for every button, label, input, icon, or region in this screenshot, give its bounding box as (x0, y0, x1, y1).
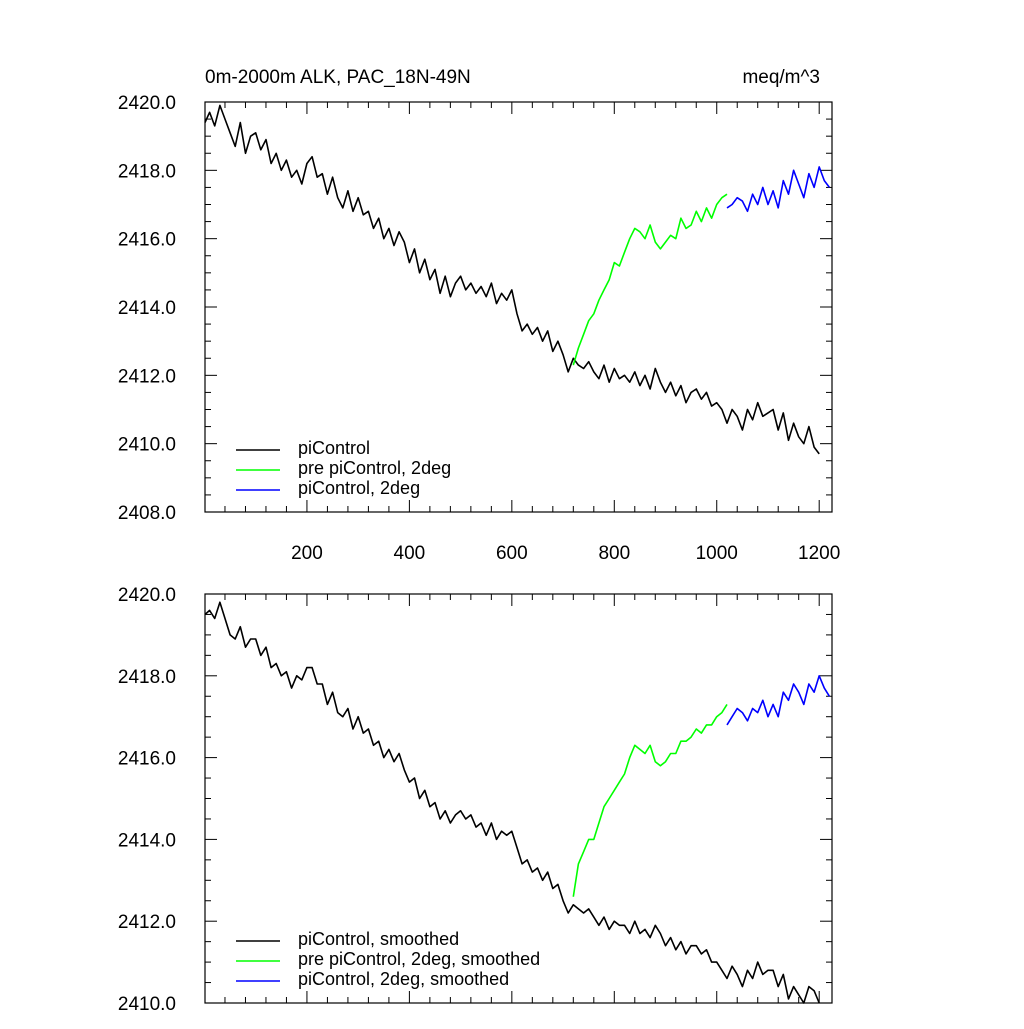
series-line-3 (726, 166, 831, 213)
legend-label: pre piControl, 2deg, smoothed (298, 949, 540, 969)
y-tick-label: 2412.0 (118, 366, 176, 387)
y-tick-label: 2416.0 (118, 749, 176, 770)
chart-panel-1: 0m-2000m ALK, PAC_18N-49N meq/m^3 2408.0 24… (118, 67, 840, 564)
y-tick-label: 2420.0 (118, 585, 176, 606)
x-tick-label: 600 (496, 543, 528, 564)
legend-label: piControl, smoothed (298, 929, 459, 949)
series-line-1 (204, 104, 820, 455)
series-line-3 (726, 674, 831, 726)
series-line-2 (572, 703, 728, 897)
y-tick-label: 2418.0 (118, 667, 176, 688)
x-tick-label: 200 (291, 543, 323, 564)
y-tick-label: 2410.0 (118, 994, 176, 1015)
series-line-2 (572, 193, 728, 366)
y-tick-label: 2420.0 (118, 93, 176, 114)
series-line-1 (204, 601, 820, 1004)
legend-label: piControl (298, 438, 370, 458)
y-tick-label: 2408.0 (118, 503, 176, 524)
y-tick-label: 2416.0 (118, 230, 176, 251)
x-tick-label: 800 (598, 543, 630, 564)
x-tick-label: 400 (394, 543, 426, 564)
y-tick-label: 2414.0 (118, 298, 176, 319)
y-tick-label: 2414.0 (118, 830, 176, 851)
legend-label: pre piControl, 2deg (298, 458, 451, 478)
units-label: meq/m^3 (742, 67, 820, 88)
x-tick-label: 1200 (798, 543, 840, 564)
chart-title: 0m-2000m ALK, PAC_18N-49N (205, 67, 471, 88)
y-tick-label: 2410.0 (118, 435, 176, 456)
legend-label: piControl, 2deg, smoothed (298, 969, 509, 989)
chart-panel-2: 2410.0 2412.0 2414.0 2416.0 2418.0 2420.0 piCo… (118, 585, 833, 1015)
y-tick-label: 2412.0 (118, 912, 176, 933)
y-tick-label: 2418.0 (118, 161, 176, 182)
x-tick-label: 1000 (696, 543, 738, 564)
legend-label: piControl, 2deg (298, 478, 420, 498)
